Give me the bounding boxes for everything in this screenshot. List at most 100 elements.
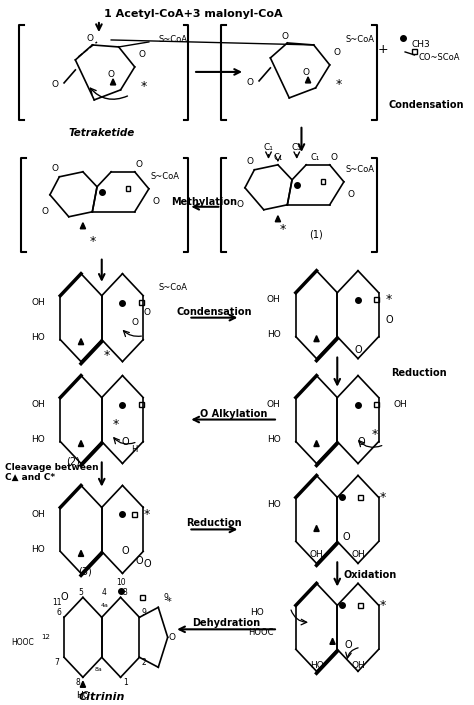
- Text: HOOC: HOOC: [248, 628, 273, 637]
- Text: S~CoA: S~CoA: [151, 172, 180, 181]
- Text: HO: HO: [310, 661, 323, 670]
- Text: *: *: [167, 597, 172, 607]
- Text: (3): (3): [78, 566, 91, 577]
- Text: HO: HO: [31, 545, 45, 554]
- Text: 12: 12: [41, 634, 50, 640]
- Text: O: O: [237, 200, 244, 209]
- Text: O: O: [51, 80, 58, 90]
- Text: O: O: [354, 345, 362, 355]
- Text: 1 Acetyl-CoA+3 malonyl-CoA: 1 Acetyl-CoA+3 malonyl-CoA: [104, 9, 282, 19]
- Polygon shape: [314, 336, 319, 342]
- Text: *: *: [379, 491, 386, 504]
- Text: O: O: [143, 559, 151, 570]
- Text: O: O: [348, 190, 355, 200]
- Text: O: O: [136, 556, 143, 566]
- Text: 4a: 4a: [100, 603, 109, 608]
- Text: H: H: [131, 445, 138, 454]
- Text: *: *: [372, 428, 378, 441]
- Text: *: *: [336, 78, 342, 92]
- Text: O: O: [60, 592, 68, 602]
- Polygon shape: [314, 525, 319, 532]
- Text: O: O: [331, 153, 338, 162]
- Text: S~CoA: S~CoA: [346, 35, 375, 44]
- Text: OH: OH: [267, 295, 281, 304]
- Text: OH: OH: [31, 510, 45, 519]
- Text: Reduction: Reduction: [391, 367, 447, 378]
- Text: C₁: C₁: [273, 153, 283, 162]
- Bar: [139, 300, 144, 305]
- Text: O: O: [282, 32, 289, 42]
- Text: O: O: [246, 157, 253, 166]
- Polygon shape: [275, 216, 281, 222]
- Text: O: O: [345, 640, 352, 650]
- Polygon shape: [110, 79, 116, 85]
- Text: O: O: [42, 207, 49, 216]
- Text: HO: HO: [267, 330, 281, 339]
- Text: 9: 9: [164, 593, 168, 602]
- Text: OH: OH: [31, 298, 45, 307]
- Text: Condensation: Condensation: [176, 307, 252, 317]
- Text: Methylation: Methylation: [172, 197, 237, 207]
- Bar: [374, 298, 379, 302]
- Polygon shape: [80, 223, 85, 228]
- Text: +: +: [378, 44, 389, 56]
- Text: (2): (2): [66, 457, 81, 467]
- Text: *: *: [144, 508, 150, 521]
- Text: C₁: C₁: [311, 153, 320, 162]
- Text: Tetraketide: Tetraketide: [69, 128, 135, 138]
- Text: *: *: [89, 235, 95, 248]
- Text: OH: OH: [351, 550, 365, 559]
- Text: 8: 8: [76, 678, 81, 687]
- Bar: [374, 402, 379, 407]
- Text: HO: HO: [267, 500, 281, 509]
- Text: O: O: [121, 546, 129, 556]
- Text: OH: OH: [351, 661, 365, 670]
- Text: Oxidation: Oxidation: [344, 570, 397, 580]
- Polygon shape: [78, 441, 83, 446]
- Text: *: *: [103, 349, 109, 362]
- Text: 7: 7: [54, 658, 59, 667]
- Text: O Alkylation: O Alkylation: [200, 409, 267, 419]
- Text: O: O: [108, 70, 115, 80]
- Text: O: O: [139, 51, 146, 59]
- Text: OH: OH: [310, 550, 323, 559]
- Text: HO: HO: [76, 691, 90, 700]
- Text: HO: HO: [267, 435, 281, 444]
- Text: HOOC: HOOC: [11, 638, 34, 646]
- Bar: [126, 186, 130, 191]
- Text: 9: 9: [142, 608, 146, 617]
- Text: OH: OH: [31, 400, 45, 409]
- Text: *: *: [379, 599, 386, 612]
- Text: OH: OH: [394, 400, 408, 409]
- Text: O: O: [87, 35, 94, 44]
- Text: S~CoA: S~CoA: [346, 165, 375, 174]
- Text: HO: HO: [250, 608, 264, 617]
- Text: Citrinin: Citrinin: [79, 692, 125, 702]
- Text: C₁: C₁: [264, 143, 273, 152]
- Text: 2: 2: [142, 658, 146, 667]
- Text: S~CoA: S~CoA: [158, 283, 187, 292]
- Text: (1): (1): [309, 230, 322, 240]
- Text: O: O: [121, 436, 129, 446]
- Text: CH3: CH3: [412, 40, 430, 49]
- Polygon shape: [78, 551, 83, 556]
- Text: 6: 6: [57, 608, 62, 617]
- Text: O: O: [169, 633, 176, 642]
- Text: OH: OH: [267, 400, 281, 409]
- Bar: [321, 179, 326, 184]
- Text: O: O: [144, 308, 150, 317]
- Bar: [358, 495, 363, 500]
- Text: *: *: [386, 293, 392, 306]
- Text: *: *: [113, 418, 119, 431]
- Text: 3: 3: [123, 588, 128, 597]
- Text: O: O: [153, 197, 160, 207]
- Text: O: O: [334, 49, 341, 57]
- Bar: [412, 49, 417, 54]
- Text: 8a: 8a: [95, 667, 103, 672]
- Bar: [140, 595, 145, 600]
- Text: Cleavage between: Cleavage between: [5, 463, 98, 472]
- Text: O: O: [385, 314, 393, 325]
- Text: *: *: [141, 80, 147, 93]
- Text: O: O: [136, 160, 143, 169]
- Text: HO: HO: [31, 333, 45, 342]
